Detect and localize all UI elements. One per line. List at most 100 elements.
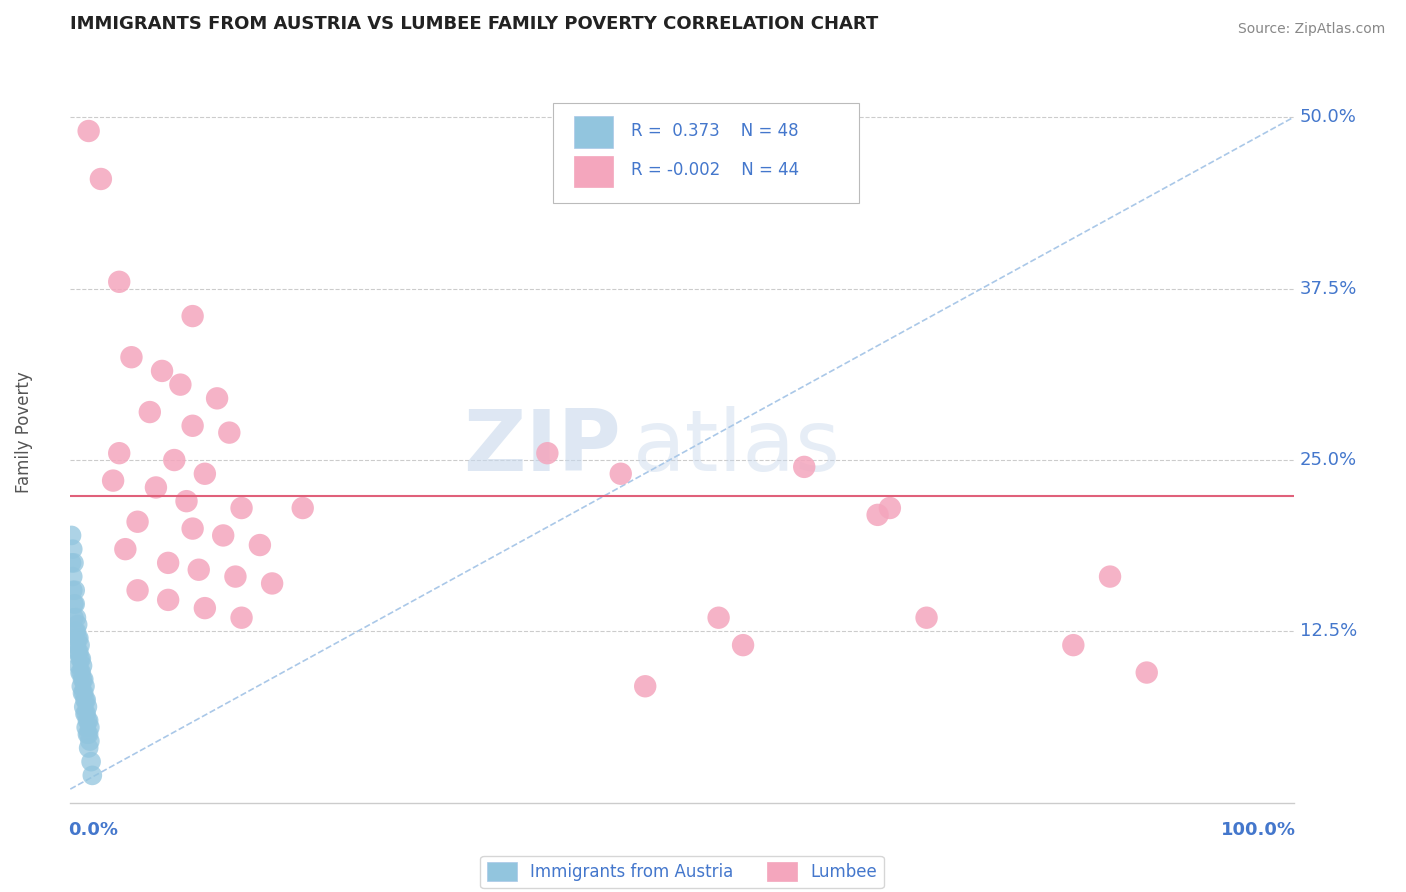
Point [181,522,204,536]
Point [127,515,149,529]
Text: 0.0%: 0.0% [67,822,118,839]
Text: atlas: atlas [633,406,841,489]
Point [1062,638,1084,652]
Point [73,686,96,700]
Point [69,652,91,666]
Point [82,768,104,782]
Point [194,601,217,615]
Point [707,610,730,624]
Text: Family Poverty: Family Poverty [15,372,32,493]
Point [65,624,87,639]
Point [212,528,235,542]
Point [205,392,228,406]
Point [70,679,93,693]
Point [145,480,167,494]
Point [70,665,93,680]
Point [66,617,89,632]
Point [67,645,90,659]
Point [291,501,314,516]
Point [76,699,98,714]
Point [224,569,246,583]
Text: 50.0%: 50.0% [1299,108,1357,127]
Point [72,673,94,687]
Point [90,172,112,186]
Point [249,538,271,552]
Point [76,714,98,728]
Point [66,632,89,646]
Point [176,494,198,508]
Text: IMMIGRANTS FROM AUSTRIA VS LUMBEE FAMILY POVERTY CORRELATION CHART: IMMIGRANTS FROM AUSTRIA VS LUMBEE FAMILY… [70,15,879,33]
Text: 100.0%: 100.0% [1220,822,1296,839]
Point [66,645,89,659]
Point [63,556,86,570]
Point [80,755,103,769]
Point [157,593,180,607]
Point [75,693,97,707]
Point [793,459,815,474]
Point [915,610,938,624]
Point [77,741,100,756]
Text: 12.5%: 12.5% [1299,623,1357,640]
Point [733,638,755,652]
Point [63,624,86,639]
Point [73,673,96,687]
Point [73,706,96,721]
Text: 37.5%: 37.5% [1299,280,1357,298]
Point [63,597,86,611]
Point [194,467,217,481]
Point [77,727,100,741]
Point [879,501,901,516]
Point [108,275,131,289]
FancyBboxPatch shape [554,103,859,203]
Point [262,576,284,591]
Point [69,638,91,652]
Point [72,658,94,673]
Text: 25.0%: 25.0% [1299,451,1357,469]
Text: ZIP: ZIP [463,406,621,489]
Point [60,528,83,542]
Text: R = -0.002    N = 44: R = -0.002 N = 44 [630,161,799,178]
Point [866,508,889,522]
Point [127,583,149,598]
Point [218,425,240,440]
Point [67,632,90,646]
Point [163,453,186,467]
Point [77,124,100,138]
Point [70,652,93,666]
Point [63,610,86,624]
FancyBboxPatch shape [574,117,613,147]
FancyBboxPatch shape [574,156,613,186]
Point [73,693,96,707]
Point [231,501,253,516]
Point [72,686,94,700]
Point [169,377,191,392]
Point [181,309,204,323]
Legend: Immigrants from Austria, Lumbee: Immigrants from Austria, Lumbee [481,855,883,888]
Point [231,610,253,624]
Point [75,706,97,721]
Point [76,727,98,741]
Point [1136,665,1159,680]
Point [63,583,86,598]
Point [65,610,87,624]
Point [634,679,657,693]
Point [157,556,180,570]
Point [69,665,91,680]
Point [79,720,101,734]
Point [60,556,83,570]
Point [73,699,96,714]
Point [121,350,143,364]
Text: Source: ZipAtlas.com: Source: ZipAtlas.com [1237,22,1385,37]
Point [181,418,204,433]
Point [536,446,558,460]
Point [67,658,90,673]
Point [108,446,131,460]
Text: R =  0.373    N = 48: R = 0.373 N = 48 [630,121,799,139]
Point [150,364,173,378]
Point [73,679,96,693]
Point [65,638,87,652]
Point [63,597,86,611]
Point [114,542,136,557]
Point [79,734,101,748]
Point [610,467,633,481]
